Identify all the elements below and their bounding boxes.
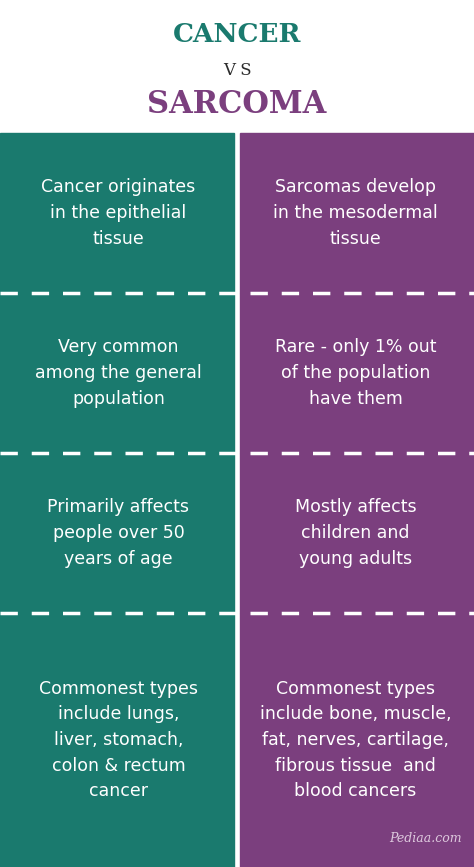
Bar [0, 613, 234, 867]
Text: Commonest types
include bone, muscle,
fat, nerves, cartilage,
fibrous tissue  an: Commonest types include bone, muscle, fa… [260, 680, 451, 800]
Bar [240, 133, 474, 293]
Text: Cancer originates
in the epithelial
tissue: Cancer originates in the epithelial tiss… [41, 179, 196, 248]
Text: Rare - only 1% out
of the population
have them: Rare - only 1% out of the population hav… [275, 338, 436, 407]
Bar [0, 293, 234, 453]
Bar [240, 293, 474, 453]
Text: Mostly affects
children and
young adults: Mostly affects children and young adults [295, 499, 416, 568]
Text: Primarily affects
people over 50
years of age: Primarily affects people over 50 years o… [47, 499, 190, 568]
Bar [0, 453, 234, 613]
Bar [0, 133, 234, 293]
Text: Pediaa.com: Pediaa.com [389, 832, 462, 845]
Text: Sarcomas develop
in the mesodermal
tissue: Sarcomas develop in the mesodermal tissu… [273, 179, 438, 248]
Text: SARCOMA: SARCOMA [147, 89, 327, 120]
Bar [240, 613, 474, 867]
Text: CANCER: CANCER [173, 22, 301, 47]
Bar [240, 453, 474, 613]
Text: Very common
among the general
population: Very common among the general population [35, 338, 202, 407]
Text: V S: V S [223, 62, 251, 79]
Text: Commonest types
include lungs,
liver, stomach,
colon & rectum
cancer: Commonest types include lungs, liver, st… [39, 680, 198, 800]
